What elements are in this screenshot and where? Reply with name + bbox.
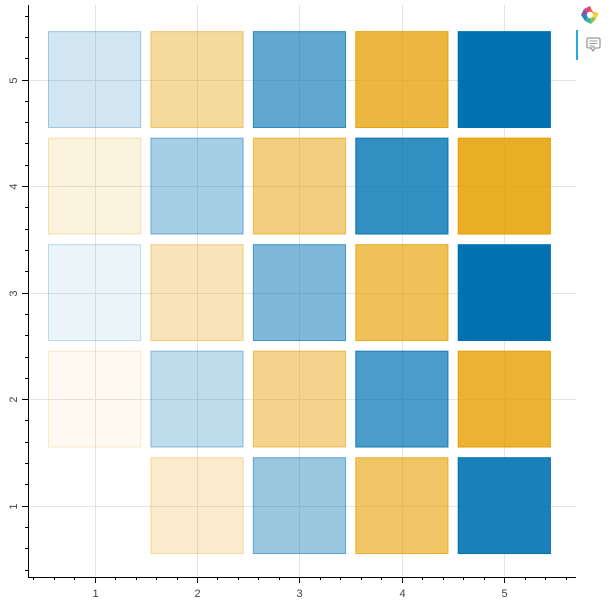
heatmap-cell bbox=[252, 244, 347, 342]
heatmap-cell bbox=[355, 244, 449, 342]
hover-tool-icon[interactable] bbox=[576, 30, 611, 60]
x-tick-label: 4 bbox=[399, 588, 405, 600]
heatmap-cell bbox=[457, 457, 551, 555]
heatmap-cell bbox=[252, 457, 347, 555]
heatmap-cell bbox=[150, 31, 244, 128]
heatmap-cell bbox=[150, 137, 244, 235]
heatmap-cell bbox=[355, 350, 449, 448]
heatmap-cell bbox=[47, 137, 142, 235]
toolbar bbox=[576, 0, 613, 80]
heatmap-cell bbox=[457, 137, 551, 235]
heatmap-cell bbox=[47, 244, 142, 342]
y-tick-label: 2 bbox=[8, 396, 20, 402]
heatmap-cells bbox=[47, 31, 551, 555]
heatmap-cell bbox=[150, 350, 244, 448]
heatmap-cell bbox=[47, 350, 142, 448]
x-tick-label: 1 bbox=[92, 588, 98, 600]
axes: 1 2 3 4 5 1 2 3 4 5 bbox=[8, 5, 576, 600]
heatmap-cell bbox=[355, 137, 449, 235]
x-tick-label: 3 bbox=[296, 588, 302, 600]
heatmap-chart: 1 2 3 4 5 1 2 3 4 5 bbox=[8, 5, 576, 600]
heatmap-cell bbox=[150, 457, 244, 555]
heatmap-cell bbox=[47, 31, 142, 128]
heatmap-cell bbox=[457, 244, 551, 342]
heatmap-cell bbox=[150, 244, 244, 342]
heatmap-cell bbox=[252, 350, 347, 448]
heatmap-cell bbox=[457, 350, 551, 448]
heatmap-cell bbox=[252, 31, 347, 128]
heatmap-cell bbox=[252, 137, 347, 235]
x-tick-label: 2 bbox=[194, 588, 200, 600]
y-tick-label: 1 bbox=[8, 503, 20, 509]
y-tick-label: 3 bbox=[8, 290, 20, 296]
y-tick-label: 5 bbox=[8, 77, 20, 83]
bokeh-logo-icon[interactable] bbox=[576, 2, 609, 32]
heatmap-cell bbox=[457, 31, 551, 128]
y-tick-label: 4 bbox=[8, 183, 20, 189]
heatmap-cell bbox=[355, 31, 449, 128]
heatmap-cell bbox=[355, 457, 449, 555]
x-tick-label: 5 bbox=[501, 588, 507, 600]
